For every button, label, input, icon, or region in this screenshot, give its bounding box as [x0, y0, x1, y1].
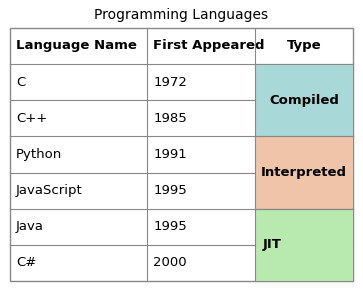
Text: 1972: 1972 [153, 76, 187, 88]
Bar [255, 64, 353, 136]
Bar [255, 209, 353, 281]
Bar [255, 136, 353, 209]
Bar [256, 64, 352, 136]
Text: Type: Type [287, 40, 321, 52]
Text: C: C [16, 76, 25, 88]
Text: Compiled: Compiled [269, 94, 339, 107]
Text: C++: C++ [16, 112, 47, 125]
Bar [256, 137, 352, 208]
Text: First Appeared: First Appeared [153, 40, 265, 52]
Text: 1995: 1995 [153, 184, 187, 197]
Text: C#: C# [16, 256, 36, 270]
Text: JIT: JIT [263, 238, 282, 251]
Text: 2000: 2000 [153, 256, 187, 270]
Text: Programming Languages: Programming Languages [94, 8, 268, 22]
Text: Language Name: Language Name [16, 40, 137, 52]
Text: JavaScript: JavaScript [16, 184, 83, 197]
Text: 1985: 1985 [153, 112, 187, 125]
Text: Java: Java [16, 220, 44, 233]
Bar [256, 209, 352, 280]
Text: Interpreted: Interpreted [261, 166, 347, 179]
Text: 1991: 1991 [153, 148, 187, 161]
Bar [10, 28, 353, 281]
Text: Python: Python [16, 148, 62, 161]
Text: 1995: 1995 [153, 220, 187, 233]
